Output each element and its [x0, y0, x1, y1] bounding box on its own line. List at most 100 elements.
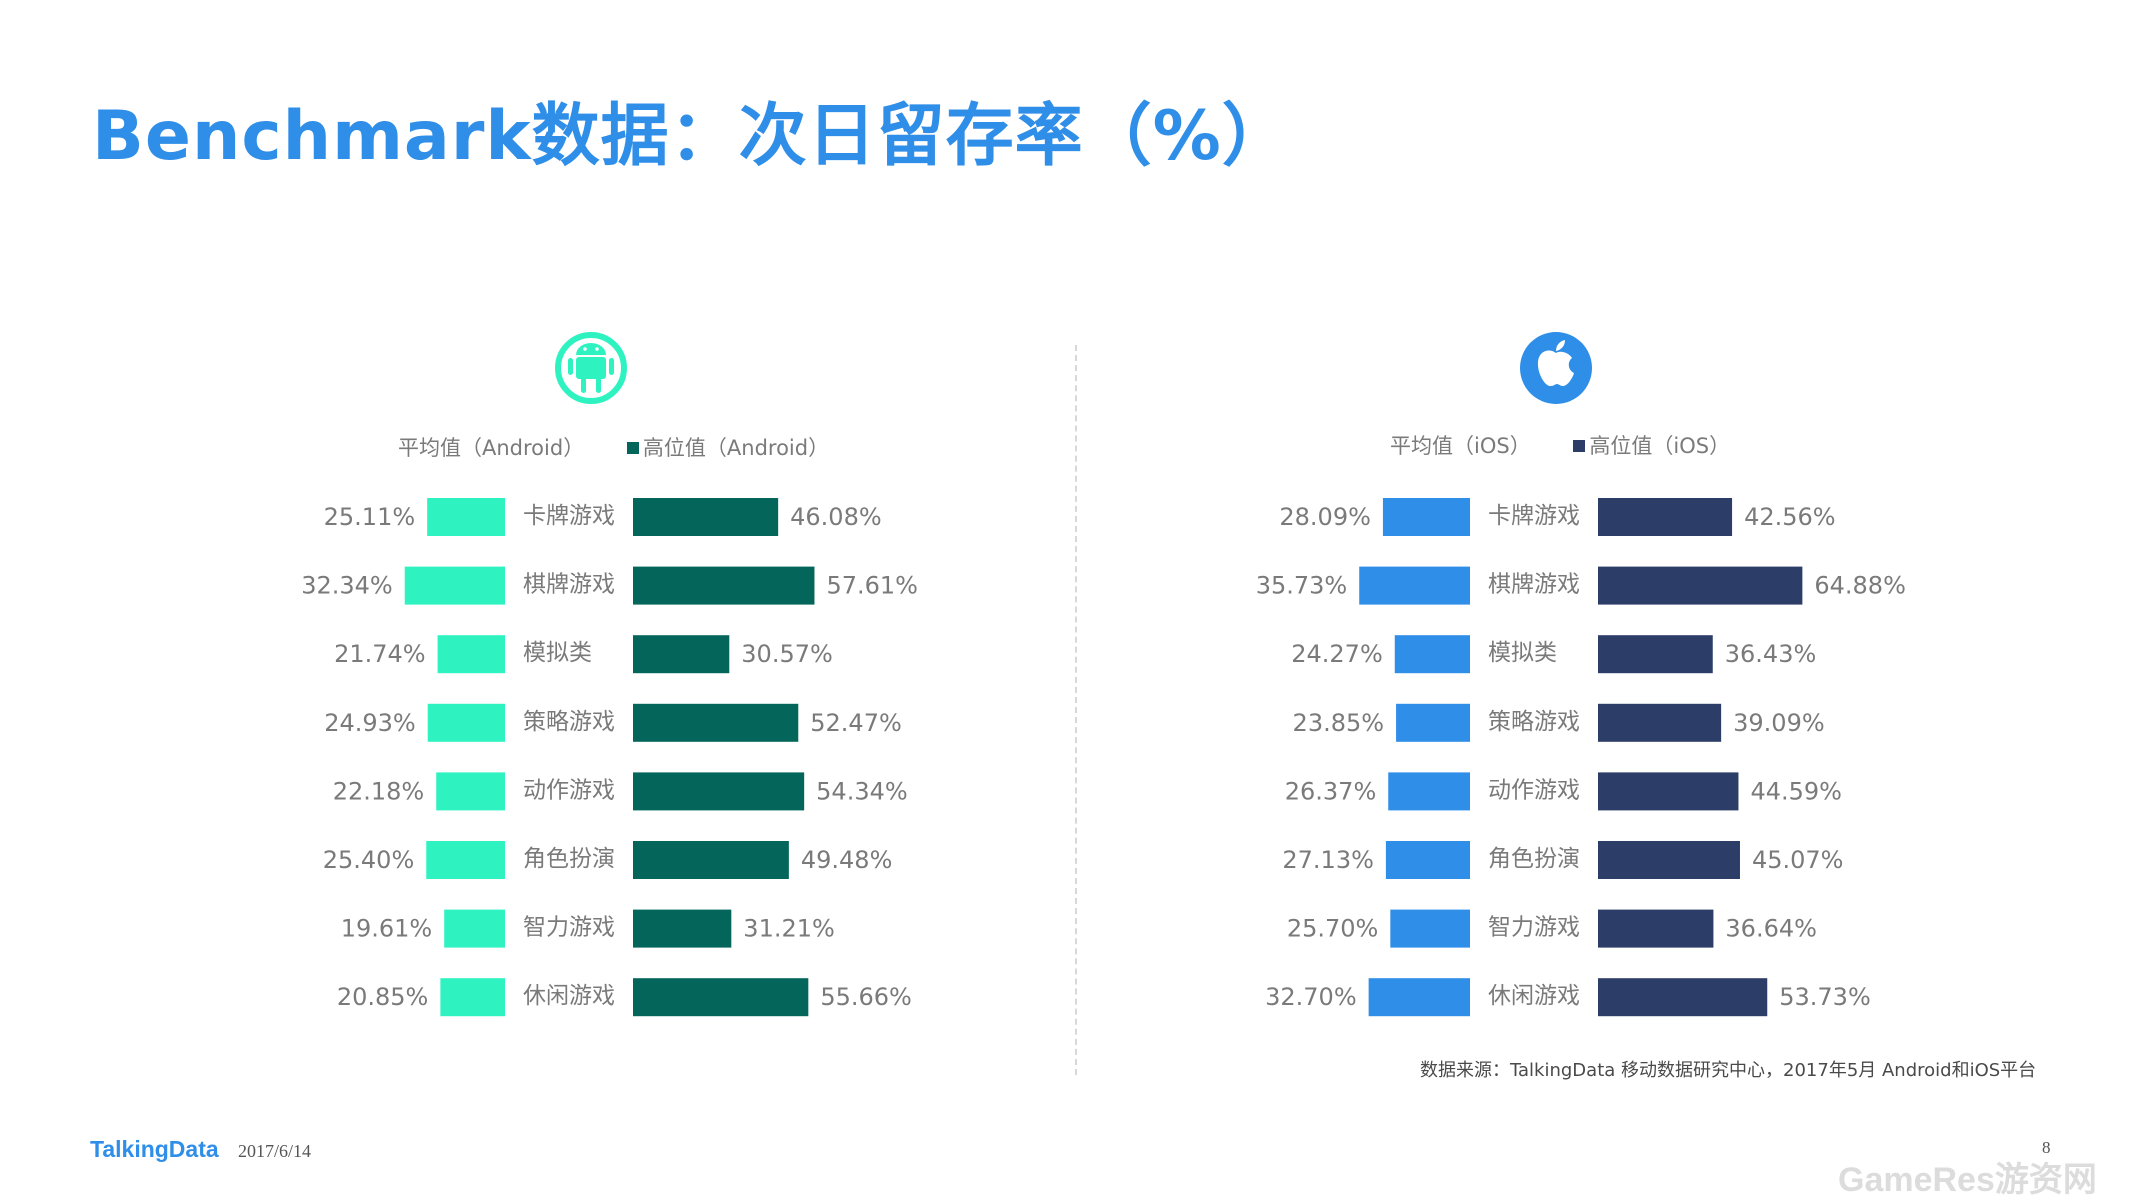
ios-high-bar [1598, 498, 1733, 536]
ios-high-bar [1598, 635, 1713, 674]
ios-avg-bar [1394, 635, 1470, 674]
legend-ios-high: 高位值（iOS） [1573, 434, 1730, 458]
ios-high-label: 39.09% [1733, 709, 1825, 737]
ios-avg-bar [1368, 978, 1470, 1017]
android-high-label: 49.48% [801, 846, 893, 874]
data-source-note: 数据来源：TalkingData 移动数据研究中心，2017年5月 Androi… [1420, 1060, 2037, 1081]
android-avg-bar [404, 566, 505, 605]
android-high-bar [633, 566, 815, 605]
ios-avg-label: 24.27% [1291, 640, 1383, 668]
ios-category-label: 卡牌游戏 [1488, 503, 1580, 529]
android-avg-label: 19.61% [341, 915, 433, 943]
ios-chart: 28.09% 卡牌游戏 42.56% 35.73% 棋牌游戏 64.88% 24.27% 模拟… [1256, 498, 1906, 1017]
ios-avg-bar [1396, 703, 1470, 742]
ios-high-bar [1598, 841, 1740, 879]
android-avg-label: 32.34% [301, 572, 393, 600]
android-chart: 25.11% 卡牌游戏 46.08% 32.34% 棋牌游戏 57.61% 21.74% 模拟… [301, 498, 918, 1017]
ios-avg-label: 25.70% [1287, 915, 1379, 943]
android-avg-label: 22.18% [333, 777, 425, 805]
android-avg-label: 21.74% [334, 640, 426, 668]
android-category-label: 策略游戏 [523, 709, 615, 735]
ios-high-label: 36.64% [1725, 915, 1817, 943]
android-category-label: 角色扮演 [523, 846, 615, 872]
ios-high-bar [1598, 772, 1739, 811]
ios-high-label: 45.07% [1752, 846, 1844, 874]
android-avg-bar [440, 978, 505, 1017]
android-avg-label: 24.93% [324, 709, 416, 737]
android-category-label: 休闲游戏 [523, 983, 615, 1009]
legend-android-avg: 平均值（Android） [398, 436, 591, 460]
android-avg-label: 25.40% [323, 846, 415, 874]
footer-date: 2017/6/14 [238, 1141, 312, 1161]
ios-avg-label: 23.85% [1293, 709, 1385, 737]
ios-high-bar [1598, 978, 1768, 1017]
android-high-bar [633, 703, 799, 742]
android-category-label: 棋牌游戏 [523, 572, 615, 598]
android-icon [555, 332, 627, 404]
android-high-bar [633, 841, 789, 879]
ios-category-label: 棋牌游戏 [1488, 572, 1580, 598]
ios-category-label: 动作游戏 [1488, 777, 1580, 803]
page-title: Benchmark数据：次日留存率（%） [92, 97, 1291, 176]
ios-category-label: 策略游戏 [1488, 709, 1580, 735]
android-avg-label: 25.11% [324, 503, 416, 531]
android-category-label: 动作游戏 [523, 777, 615, 803]
android-high-label: 52.47% [810, 709, 902, 737]
android-legend: 平均值（Android） 高位值（Android） [398, 432, 865, 462]
ios-high-label: 64.88% [1814, 572, 1906, 600]
android-category-label: 智力游戏 [523, 915, 615, 941]
ios-avg-label: 27.13% [1282, 846, 1374, 874]
watermark: GameRes游资网 [1838, 1161, 2097, 1199]
android-avg-bar [444, 909, 505, 948]
ios-category-label: 模拟类 [1488, 640, 1557, 666]
legend-ios-avg-label: 平均值（iOS） [1390, 434, 1531, 458]
android-high-bar [633, 909, 732, 948]
ios-high-label: 53.73% [1779, 983, 1871, 1011]
ios-high-bar [1598, 566, 1803, 605]
android-high-label: 55.66% [820, 983, 912, 1011]
android-high-label: 31.21% [743, 915, 835, 943]
ios-avg-label: 32.70% [1265, 983, 1357, 1011]
ios-avg-bar [1382, 498, 1470, 536]
android-high-label: 30.57% [741, 640, 833, 668]
ios-high-label: 42.56% [1744, 503, 1836, 531]
legend-android-high: 高位值（Android） [626, 436, 830, 460]
android-high-bar [633, 772, 805, 811]
ios-avg-bar [1359, 566, 1470, 605]
ios-category-label: 休闲游戏 [1488, 983, 1580, 1009]
android-category-label: 卡牌游戏 [523, 503, 615, 529]
android-avg-bar [426, 841, 505, 879]
ios-high-label: 44.59% [1750, 777, 1842, 805]
android-high-bar [633, 635, 730, 674]
ios-high-label: 36.43% [1725, 640, 1817, 668]
legend-android-high-label: 高位值（Android） [642, 436, 830, 460]
panel-divider [1075, 345, 1077, 1075]
ios-avg-bar [1385, 841, 1470, 879]
ios-avg-label: 26.37% [1285, 777, 1377, 805]
ios-high-bar [1598, 703, 1722, 742]
android-avg-label: 20.85% [337, 983, 429, 1011]
ios-avg-label: 28.09% [1279, 503, 1371, 531]
android-category-label: 模拟类 [523, 640, 592, 666]
android-avg-bar [437, 635, 505, 674]
ios-avg-bar [1390, 909, 1470, 948]
android-avg-bar [436, 772, 505, 811]
talkingdata-logo: TalkingData [90, 1136, 219, 1162]
android-high-bar [633, 498, 779, 536]
legend-ios-high-swatch [1573, 440, 1586, 452]
android-avg-bar [427, 703, 505, 742]
apple-icon [1520, 332, 1592, 404]
android-high-label: 57.61% [826, 572, 918, 600]
android-high-label: 54.34% [816, 777, 908, 805]
ios-avg-bar [1388, 772, 1470, 811]
ios-high-bar [1598, 909, 1714, 948]
ios-category-label: 角色扮演 [1488, 846, 1580, 872]
legend-android-avg-label: 平均值（Android） [398, 436, 585, 460]
ios-category-label: 智力游戏 [1488, 915, 1580, 941]
android-high-label: 46.08% [790, 503, 882, 531]
legend-ios-avg: 平均值（iOS） [1390, 434, 1537, 458]
android-high-bar [633, 978, 809, 1017]
page-number: 8 [2042, 1138, 2051, 1157]
android-avg-bar [427, 498, 505, 536]
